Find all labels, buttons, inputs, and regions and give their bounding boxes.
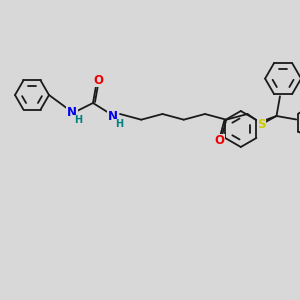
Text: H: H bbox=[74, 115, 82, 125]
Text: O: O bbox=[214, 134, 224, 147]
Text: N: N bbox=[67, 106, 77, 118]
Text: O: O bbox=[93, 74, 103, 86]
Text: H: H bbox=[115, 119, 123, 129]
Text: N: N bbox=[108, 110, 118, 122]
Text: S: S bbox=[257, 118, 266, 130]
